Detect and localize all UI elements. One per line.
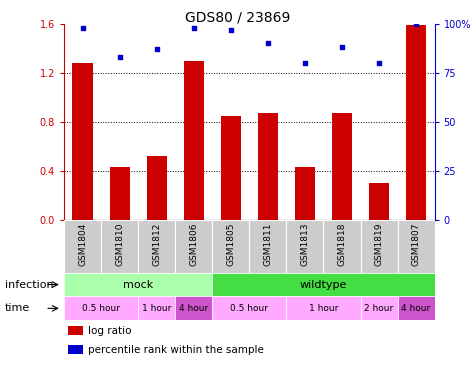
Text: GSM1819: GSM1819 bbox=[375, 222, 383, 266]
Point bbox=[79, 25, 86, 31]
Bar bbox=[323, 220, 361, 273]
Bar bbox=[138, 220, 175, 273]
Text: 4 hour: 4 hour bbox=[401, 304, 431, 313]
Text: GSM1818: GSM1818 bbox=[338, 222, 346, 266]
Text: mock: mock bbox=[123, 280, 153, 290]
Bar bbox=[361, 296, 398, 320]
Bar bbox=[175, 220, 212, 273]
Bar bbox=[64, 273, 212, 296]
Point bbox=[375, 60, 383, 66]
Bar bbox=[398, 296, 435, 320]
Bar bbox=[147, 156, 167, 220]
Bar bbox=[73, 63, 93, 220]
Bar bbox=[221, 116, 241, 220]
Bar bbox=[64, 220, 101, 273]
Bar bbox=[398, 220, 435, 273]
Text: log ratio: log ratio bbox=[88, 326, 132, 336]
Point bbox=[153, 46, 161, 52]
Text: wildtype: wildtype bbox=[300, 280, 347, 290]
Text: GSM1804: GSM1804 bbox=[78, 222, 87, 266]
Bar bbox=[286, 296, 361, 320]
Text: GSM1810: GSM1810 bbox=[115, 222, 124, 266]
Text: GSM1805: GSM1805 bbox=[227, 222, 235, 266]
Point bbox=[338, 44, 346, 50]
Point bbox=[116, 54, 124, 60]
Point bbox=[301, 60, 309, 66]
Text: GSM1812: GSM1812 bbox=[152, 222, 161, 266]
Bar bbox=[361, 220, 398, 273]
Text: GDS80 / 23869: GDS80 / 23869 bbox=[185, 11, 290, 25]
Text: GSM1806: GSM1806 bbox=[190, 222, 198, 266]
Bar bbox=[295, 167, 315, 220]
Point bbox=[264, 40, 272, 46]
Text: 4 hour: 4 hour bbox=[179, 304, 209, 313]
Bar bbox=[212, 220, 249, 273]
Text: 0.5 hour: 0.5 hour bbox=[230, 304, 268, 313]
Bar bbox=[175, 296, 212, 320]
Point bbox=[412, 21, 420, 27]
Point bbox=[227, 27, 235, 33]
Bar bbox=[258, 113, 278, 220]
Bar bbox=[184, 60, 204, 220]
Bar bbox=[332, 113, 352, 220]
Text: 1 hour: 1 hour bbox=[309, 304, 338, 313]
Bar bbox=[212, 273, 435, 296]
Bar bbox=[138, 296, 175, 320]
Bar bbox=[212, 296, 286, 320]
Text: percentile rank within the sample: percentile rank within the sample bbox=[88, 345, 264, 355]
Text: 1 hour: 1 hour bbox=[142, 304, 171, 313]
Point bbox=[190, 25, 198, 31]
Bar bbox=[68, 345, 83, 354]
Bar bbox=[110, 167, 130, 220]
Bar bbox=[64, 296, 138, 320]
Text: GSM1811: GSM1811 bbox=[264, 222, 272, 266]
Text: infection: infection bbox=[5, 280, 53, 290]
Text: GSM1807: GSM1807 bbox=[412, 222, 420, 266]
Bar bbox=[406, 25, 426, 220]
Text: time: time bbox=[5, 303, 30, 313]
Bar bbox=[249, 220, 286, 273]
Text: GSM1813: GSM1813 bbox=[301, 222, 309, 266]
Bar bbox=[369, 183, 389, 220]
Bar bbox=[286, 220, 323, 273]
Bar bbox=[101, 220, 138, 273]
Text: 0.5 hour: 0.5 hour bbox=[82, 304, 120, 313]
Text: 2 hour: 2 hour bbox=[364, 304, 394, 313]
Bar bbox=[68, 326, 83, 335]
